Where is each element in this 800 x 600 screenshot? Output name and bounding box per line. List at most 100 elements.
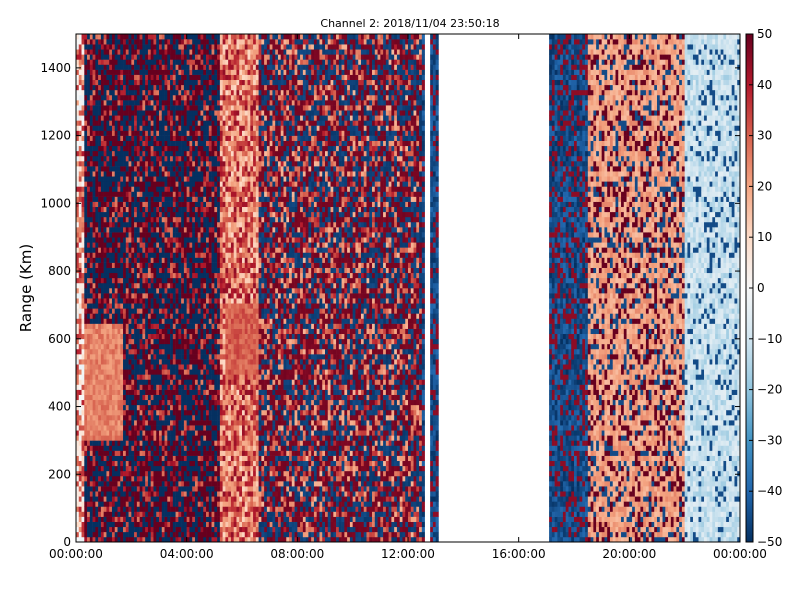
heatmap-cell [103, 176, 107, 182]
heatmap-cell [192, 100, 196, 106]
heatmap-cell [186, 54, 190, 60]
heatmap-cell [181, 130, 185, 136]
heatmap-cell [103, 445, 107, 451]
heatmap-cell [76, 262, 80, 268]
heatmap-cell [164, 455, 168, 462]
heatmap-cell [167, 267, 171, 274]
heatmap-cell [156, 303, 160, 309]
heatmap-cell [145, 511, 149, 517]
heatmap-cell [106, 415, 110, 421]
heatmap-cell [136, 125, 140, 131]
heatmap-cell [106, 475, 110, 482]
heatmap-cell [89, 511, 93, 517]
heatmap-cell [156, 374, 160, 380]
heatmap-cell [117, 282, 121, 289]
heatmap-cell [125, 496, 129, 502]
heatmap-cell [186, 465, 190, 472]
heatmap-cell [123, 298, 127, 304]
heatmap-cell [106, 39, 110, 45]
heatmap-cell [109, 64, 113, 70]
heatmap-cell [81, 54, 85, 60]
heatmap-cell [200, 415, 204, 421]
heatmap-cell [128, 206, 132, 213]
heatmap-cell [145, 247, 149, 253]
heatmap-cell [76, 237, 80, 243]
heatmap-cell [109, 237, 113, 243]
heatmap-cell [120, 354, 124, 360]
heatmap-cell [117, 267, 121, 274]
heatmap-cell [170, 227, 174, 233]
heatmap-cell [84, 364, 88, 370]
heatmap-cell [211, 465, 215, 472]
heatmap-cell [159, 384, 163, 390]
heatmap-cell [189, 145, 193, 152]
heatmap-cell [100, 496, 104, 502]
heatmap-cell [109, 399, 113, 406]
heatmap-cell [200, 384, 204, 390]
heatmap-cell [139, 54, 143, 60]
heatmap-cell [84, 318, 88, 324]
heatmap-cell [98, 145, 102, 152]
heatmap-cell [134, 526, 138, 533]
heatmap-cell [175, 481, 179, 487]
heatmap-cell [186, 374, 190, 380]
heatmap-cell [170, 359, 174, 365]
heatmap-cell [189, 100, 193, 106]
heatmap-cell [111, 221, 116, 228]
heatmap-cell [194, 105, 199, 111]
heatmap-cell [95, 282, 99, 289]
heatmap-cell [192, 89, 196, 96]
heatmap-cell [106, 303, 110, 309]
heatmap-cell [100, 277, 104, 284]
heatmap-cell [150, 247, 154, 253]
heatmap-cell [181, 531, 185, 538]
heatmap-cell [139, 34, 143, 40]
heatmap-cell [128, 328, 132, 335]
heatmap-cell [206, 39, 210, 45]
heatmap-cell [114, 445, 118, 451]
heatmap-cell [114, 196, 118, 202]
heatmap-cell [203, 354, 207, 360]
heatmap-cell [189, 242, 193, 248]
heatmap-cell [100, 298, 104, 304]
heatmap-cell [194, 267, 199, 274]
heatmap-cell [139, 506, 143, 512]
heatmap-cell [170, 506, 174, 512]
heatmap-cell [211, 486, 215, 492]
heatmap-cell [100, 130, 104, 136]
heatmap-cell [189, 272, 193, 279]
heatmap-cell [211, 161, 215, 167]
heatmap-cell [123, 59, 127, 65]
heatmap-cell [167, 338, 171, 345]
heatmap-cell [106, 328, 110, 335]
heatmap-cell [208, 161, 212, 167]
heatmap-cell [170, 516, 174, 522]
heatmap-cell [120, 318, 124, 324]
heatmap-cell [103, 232, 107, 238]
heatmap-cell [128, 64, 132, 70]
heatmap-cell [178, 272, 182, 279]
heatmap-cell [134, 303, 138, 309]
heatmap-cell [150, 267, 154, 274]
heatmap-cell [123, 257, 127, 263]
heatmap-cell [208, 399, 212, 406]
heatmap-cell [186, 247, 190, 253]
heatmap-cell [170, 425, 174, 431]
heatmap-cell [167, 379, 171, 385]
heatmap-cell [172, 216, 176, 223]
heatmap-cell [81, 252, 85, 258]
heatmap-cell [161, 247, 165, 253]
heatmap-cell [183, 125, 187, 131]
heatmap-cell [87, 181, 91, 187]
heatmap-cell [203, 59, 207, 65]
heatmap-cell [197, 475, 201, 482]
heatmap-cell [120, 481, 124, 487]
heatmap-cell [114, 328, 118, 335]
heatmap-cell [106, 89, 110, 96]
heatmap-cell [186, 206, 190, 213]
heatmap-cell [128, 298, 132, 304]
heatmap-cell [106, 262, 110, 268]
heatmap-cell [98, 130, 102, 136]
heatmap-cell [139, 94, 143, 101]
heatmap-cell [183, 84, 187, 91]
